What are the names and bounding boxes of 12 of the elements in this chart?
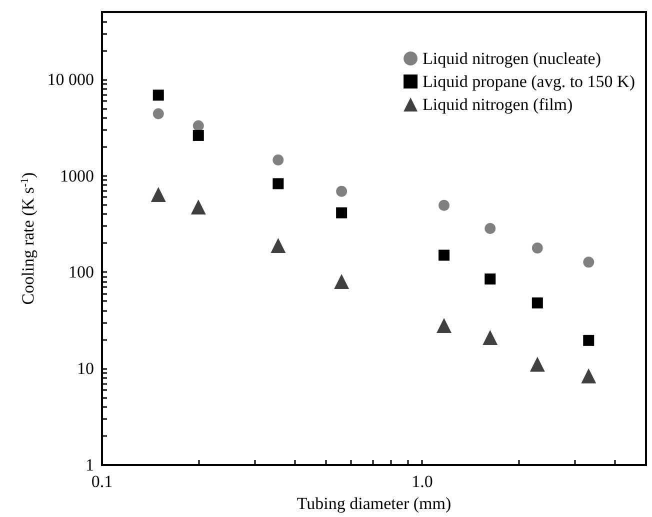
x-tick-label: 0.1 [91,472,113,491]
x-axis-title: Tubing diameter (mm) [296,494,452,513]
x-tick-label: 1.0 [412,472,433,491]
legend-label: Liquid nitrogen (nucleate) [422,49,601,68]
y-tick-label: 100 [68,262,94,282]
y-tick-label: 10 000 [47,70,94,89]
y-tick-label: 1 [86,456,94,474]
y-tick-label: 1000 [60,166,94,186]
y-tick-label: 10 [77,359,94,378]
legend-label: Liquid nitrogen (film) [422,95,573,114]
y-axis-title: Cooling rate (K s-1) [18,172,38,305]
legend-label: Liquid propane (avg. to 150 K) [422,72,636,91]
